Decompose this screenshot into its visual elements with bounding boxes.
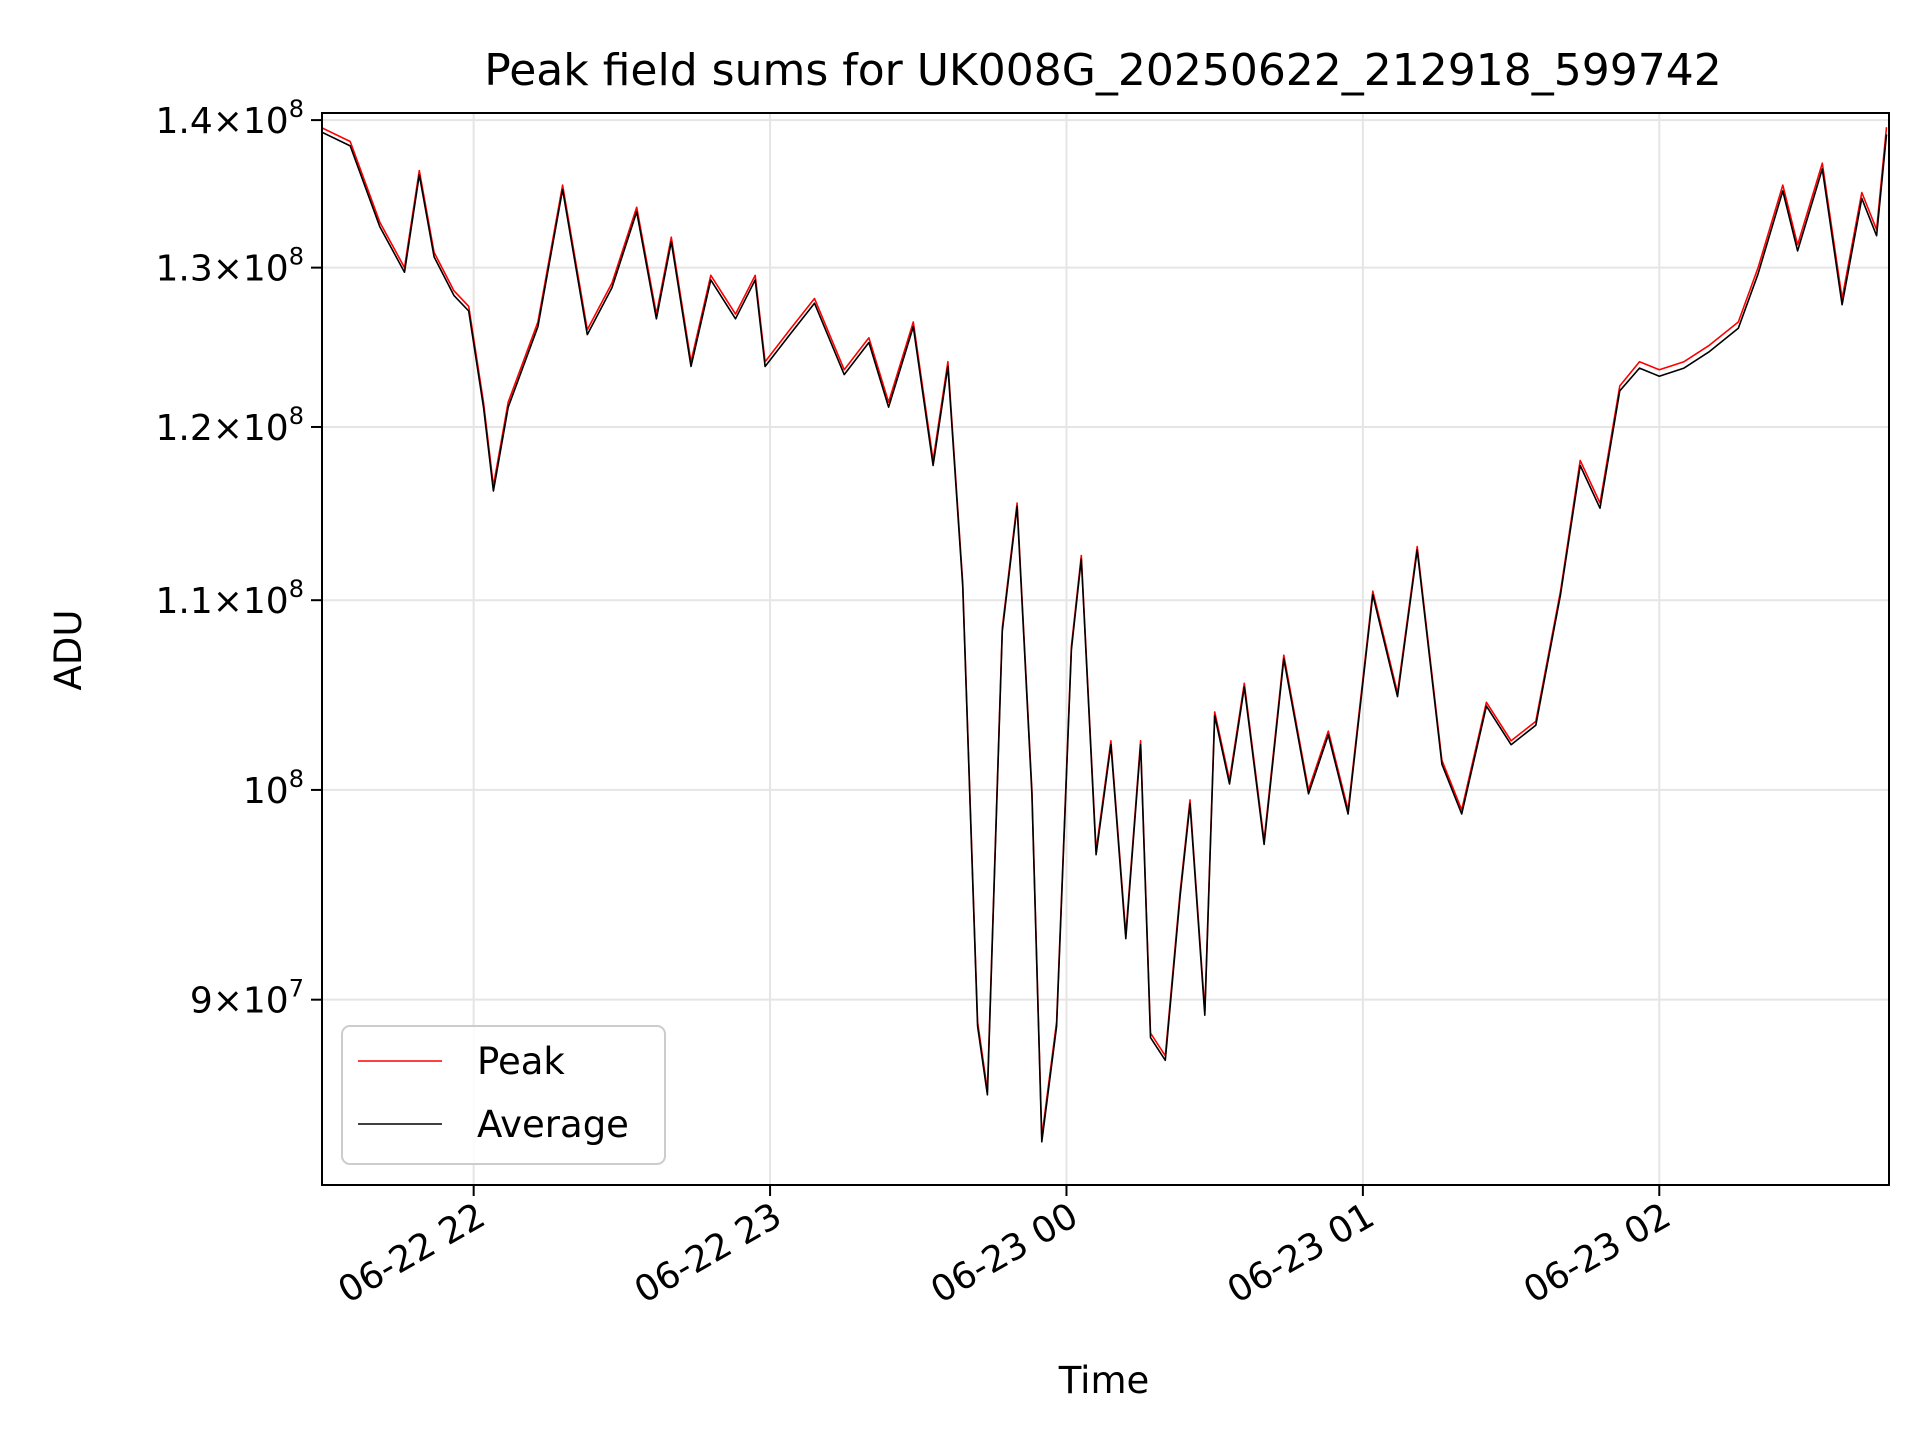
legend: Peak Average: [341, 1025, 666, 1165]
plot-frame: [321, 112, 1890, 1186]
grid: [322, 113, 1889, 1185]
chart-title: Peak field sums for UK008G_20250622_2129…: [484, 45, 1721, 96]
y-tick-label: 1.3×108: [155, 243, 304, 290]
y-axis: 9×107 108 1.1×108 1.2×108 1.3×108 1.4×108: [155, 95, 322, 1022]
y-tick-label: 108: [243, 765, 304, 812]
x-axis-label: Time: [1058, 1359, 1150, 1402]
y-tick-label: 1.4×108: [155, 95, 304, 142]
y-tick-label: 9×107: [190, 975, 304, 1022]
legend-peak-label: Peak: [477, 1040, 565, 1083]
series-line-average: [322, 131, 1888, 1143]
y-tick-label: 1.1×108: [155, 575, 304, 622]
y-axis-label: ADU: [47, 610, 90, 691]
series-group: [322, 127, 1888, 1143]
y-tick-label: 1.2×108: [155, 402, 304, 449]
plot-area: [322, 127, 1888, 1143]
legend-average-label: Average: [477, 1103, 629, 1146]
